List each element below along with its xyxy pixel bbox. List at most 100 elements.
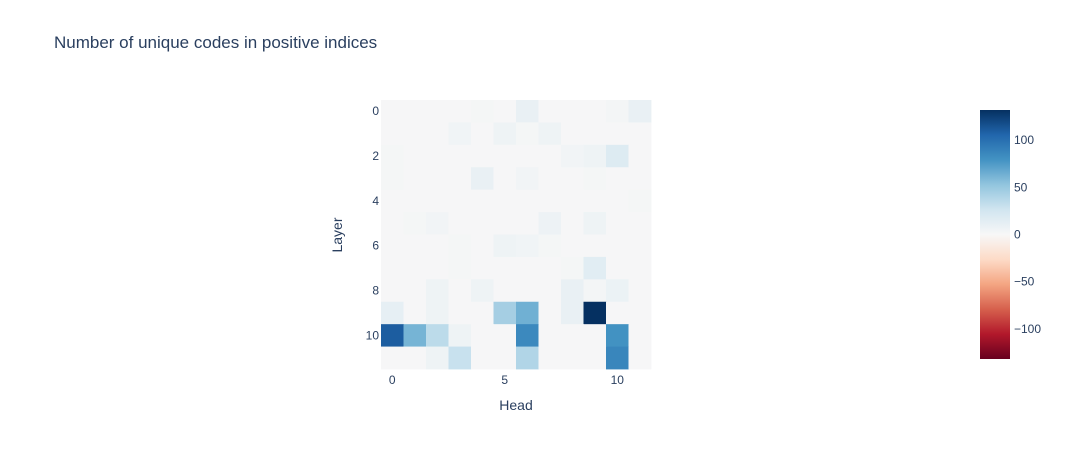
- heatmap-cell: [426, 100, 449, 123]
- heatmap-cell: [448, 301, 472, 325]
- heatmap-cell: [403, 100, 427, 123]
- heatmap-cell: [493, 234, 517, 258]
- heatmap-cell: [538, 212, 562, 235]
- heatmap-cell: [426, 122, 449, 146]
- heatmap-cell: [561, 100, 584, 123]
- heatmap-cell: [516, 167, 539, 191]
- heatmap-cell: [606, 301, 629, 325]
- heatmap-cell: [448, 279, 472, 303]
- colorbar-tick-label: −100: [1014, 322, 1041, 336]
- heatmap-cell: [606, 144, 629, 168]
- heatmap-cell: [403, 212, 427, 235]
- heatmap-cell: [381, 212, 404, 235]
- heatmap-cell: [426, 279, 449, 303]
- heatmap-cell: [471, 167, 494, 191]
- heatmap-cell: [516, 256, 539, 280]
- heatmap-cell: [538, 144, 562, 168]
- heatmap-cell: [538, 189, 562, 213]
- x-tick-label: 5: [501, 373, 508, 387]
- heatmap-cell: [538, 234, 562, 258]
- heatmap-cell: [538, 301, 562, 325]
- heatmap-cell: [583, 279, 607, 303]
- heatmap-cell: [583, 234, 607, 258]
- heatmap-cell: [381, 122, 404, 146]
- heatmap-cell: [448, 256, 472, 280]
- y-tick-label: 2: [372, 149, 379, 163]
- heatmap-cell: [583, 346, 607, 370]
- x-tick-label: 10: [611, 373, 625, 387]
- y-tick-label: 0: [372, 104, 379, 118]
- heatmap-cell: [493, 122, 517, 146]
- heatmap-cell: [471, 256, 494, 280]
- heatmap-cell: [448, 167, 472, 191]
- heatmap-cell: [628, 167, 652, 191]
- heatmap-cell: [403, 324, 427, 347]
- heatmap-cell: [471, 346, 494, 370]
- heatmap-cell: [538, 167, 562, 191]
- heatmap-cell: [561, 279, 584, 303]
- heatmap-cell: [448, 234, 472, 258]
- heatmap-cell: [381, 279, 404, 303]
- heatmap-cell: [538, 279, 562, 303]
- heatmap-cell: [516, 324, 539, 347]
- heatmap-cell: [381, 346, 404, 370]
- heatmap-cell: [561, 212, 584, 235]
- heatmap-cell: [628, 212, 652, 235]
- colorbar-tick-label: 100: [1014, 133, 1034, 147]
- heatmap-cell: [583, 212, 607, 235]
- heatmap-cell: [471, 301, 494, 325]
- heatmap-cell: [516, 189, 539, 213]
- heatmap-cell: [403, 256, 427, 280]
- heatmap-cell: [561, 301, 584, 325]
- heatmap-cell: [426, 167, 449, 191]
- heatmap-cell: [628, 122, 652, 146]
- colorbar: [980, 110, 1010, 359]
- heatmap-cell: [606, 167, 629, 191]
- heatmap-cell: [426, 144, 449, 168]
- heatmap-cell: [583, 167, 607, 191]
- heatmap-cell: [448, 324, 472, 347]
- heatmap-cell: [538, 324, 562, 347]
- heatmap-cell: [561, 122, 584, 146]
- heatmap-cell: [516, 144, 539, 168]
- y-tick-label: 8: [372, 284, 379, 298]
- heatmap-cell: [628, 279, 652, 303]
- y-axis-ticks: 0 2 4 6 8 10: [366, 104, 380, 342]
- heatmap-cell: [381, 100, 404, 123]
- heatmap-cell: [403, 234, 427, 258]
- heatmap-cell: [448, 212, 472, 235]
- heatmap-cell: [426, 346, 449, 370]
- heatmap-cell: [381, 144, 404, 168]
- heatmap-cell: [426, 256, 449, 280]
- x-tick-label: 0: [389, 373, 396, 387]
- chart-title: Number of unique codes in positive indic…: [54, 33, 378, 52]
- heatmap-cell: [448, 346, 472, 370]
- heatmap-cell: [561, 144, 584, 168]
- heatmap-cell: [561, 234, 584, 258]
- heatmap-cell: [628, 234, 652, 258]
- heatmap-cells: [381, 100, 652, 370]
- heatmap-cell: [583, 144, 607, 168]
- colorbar-tick-label: −50: [1014, 275, 1035, 289]
- heatmap-cell: [628, 189, 652, 213]
- heatmap-cell: [493, 100, 517, 123]
- heatmap-cell: [583, 256, 607, 280]
- heatmap-cell: [471, 212, 494, 235]
- heatmap-cell: [471, 122, 494, 146]
- heatmap-cell: [628, 144, 652, 168]
- heatmap-cell: [471, 234, 494, 258]
- heatmap-cell: [381, 234, 404, 258]
- colorbar-ticks: 100 50 0 −50 −100: [1014, 133, 1041, 336]
- heatmap-cell: [403, 122, 427, 146]
- heatmap-cell: [493, 167, 517, 191]
- heatmap-cell: [448, 144, 472, 168]
- heatmap-cell: [538, 346, 562, 370]
- heatmap-cell: [403, 167, 427, 191]
- heatmap-cell: [493, 324, 517, 347]
- heatmap-cell: [493, 279, 517, 303]
- heatmap-cell: [628, 100, 652, 123]
- heatmap-cell: [628, 324, 652, 347]
- heatmap-cell: [403, 346, 427, 370]
- heatmap-cell: [471, 189, 494, 213]
